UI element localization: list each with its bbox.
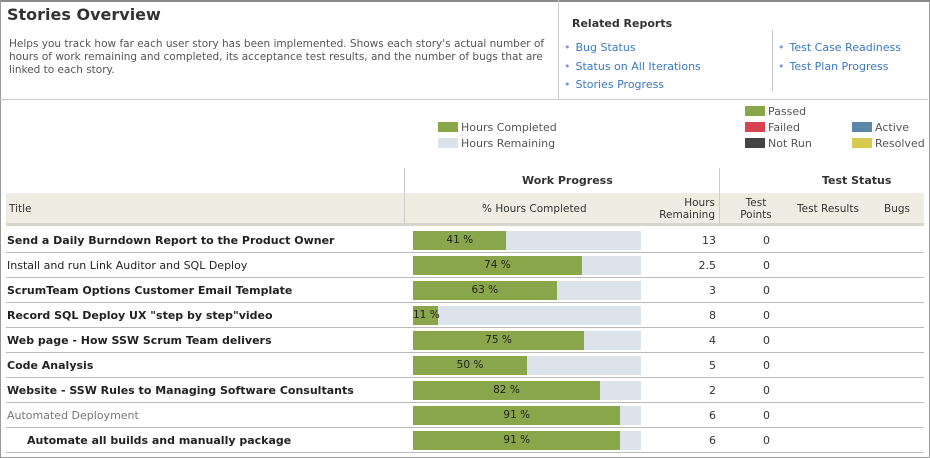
test-points: 0: [763, 259, 770, 272]
hours-remaining-bar: 91 %: [413, 406, 641, 425]
table-row: ScrumTeam Options Customer Email Templat…: [6, 278, 924, 303]
hours-remaining-bar: 74 %: [413, 256, 641, 275]
legend-resolved: Resolved: [852, 137, 925, 150]
story-title[interactable]: Automated Deployment: [7, 409, 139, 422]
divider: [719, 168, 720, 226]
legend-label: Not Run: [768, 137, 812, 150]
hours-remaining: 6: [709, 409, 716, 422]
legend-swatch: [745, 138, 765, 148]
table-row: Web page - How SSW Scrum Team delivers 7…: [6, 328, 924, 353]
hours-remaining: 5: [709, 359, 716, 372]
legend-label: Active: [875, 121, 910, 134]
col-hours-remaining: Hours Remaining: [659, 197, 715, 221]
hours-remaining-bar: 82 %: [413, 381, 641, 400]
table-row: Send a Daily Burndown Report to the Prod…: [6, 228, 924, 253]
legend-swatch: [438, 122, 458, 132]
test-points: 0: [763, 334, 770, 347]
legend-swatch: [745, 122, 765, 132]
test-points: 0: [763, 234, 770, 247]
test-points: 0: [763, 409, 770, 422]
link-stories-progress[interactable]: Stories Progress: [564, 78, 665, 91]
legend-passed: Passed: [745, 105, 806, 118]
story-title[interactable]: Send a Daily Burndown Report to the Prod…: [7, 234, 335, 247]
table-row: Code Analysis 50 % 5 0: [6, 353, 924, 378]
table-row: Record SQL Deploy UX "step by step"video…: [6, 303, 924, 328]
legend-label: Failed: [768, 121, 800, 134]
test-points: 0: [763, 284, 770, 297]
col-title: Title: [9, 203, 32, 215]
hours-remaining-bar: 75 %: [413, 331, 641, 350]
hours-remaining: 4: [709, 334, 716, 347]
column-header-row: Title % Hours Completed Hours Remaining …: [6, 193, 924, 226]
link-bug-status[interactable]: Bug Status: [564, 41, 636, 54]
hours-completed-bar: 41 %: [413, 231, 507, 250]
hours-remaining: 13: [702, 234, 716, 247]
story-title[interactable]: Record SQL Deploy UX "step by step"video: [7, 309, 273, 322]
hours-remaining-bar: 41 %: [413, 231, 641, 250]
hours-remaining: 2.5: [698, 259, 717, 272]
divider: [404, 168, 405, 226]
hours-completed-bar: 74 %: [413, 256, 582, 275]
legend-swatch: [438, 138, 458, 148]
link-status-on-all-iterations[interactable]: Status on All Iterations: [564, 60, 701, 73]
hours-remaining: 3: [709, 284, 716, 297]
legend-hours-remaining: Hours Remaining: [438, 137, 555, 150]
hours-completed-bar: 91 %: [413, 431, 621, 450]
page-title: Stories Overview: [7, 5, 161, 24]
test-points: 0: [763, 434, 770, 447]
test-points: 0: [763, 359, 770, 372]
group-work-progress: Work Progress: [522, 174, 613, 187]
legend-label: Hours Completed: [461, 121, 557, 134]
col-bugs: Bugs: [884, 203, 910, 215]
legend-swatch: [745, 106, 765, 116]
link-test-case-readiness[interactable]: Test Case Readiness: [778, 41, 901, 54]
hours-remaining: 2: [709, 384, 716, 397]
hours-remaining: 6: [709, 434, 716, 447]
table-row: Website - SSW Rules to Managing Software…: [6, 378, 924, 403]
divider: [772, 30, 773, 92]
table-row: Install and run Link Auditor and SQL Dep…: [6, 253, 924, 278]
hours-remaining-bar: 50 %: [413, 356, 641, 375]
hours-remaining-bar: 63 %: [413, 281, 641, 300]
hours-completed-bar: 63 %: [413, 281, 557, 300]
legend-swatch: [852, 138, 872, 148]
table-row: Automate all builds and manually package…: [6, 428, 924, 453]
hours-completed-bar: 11 %: [413, 306, 440, 325]
col-test-results: Test Results: [797, 203, 859, 215]
legend-not-run: Not Run: [745, 137, 812, 150]
hours-remaining-bar: 11 %: [413, 306, 641, 325]
link-test-plan-progress[interactable]: Test Plan Progress: [778, 60, 889, 73]
hours-completed-bar: 91 %: [413, 406, 621, 425]
legend-failed: Failed: [745, 121, 800, 134]
table-row: Automated Deployment 91 % 6 0: [6, 403, 924, 428]
story-title[interactable]: Website - SSW Rules to Managing Software…: [7, 384, 354, 397]
legend-label: Passed: [768, 105, 807, 118]
legend-active: Active: [852, 121, 909, 134]
group-header-row: Work Progress Test Status: [6, 168, 924, 193]
story-title[interactable]: Code Analysis: [7, 359, 94, 372]
legend-label: Resolved: [875, 137, 925, 150]
legend-swatch: [852, 122, 872, 132]
story-title[interactable]: Web page - How SSW Scrum Team delivers: [7, 334, 272, 347]
hours-remaining-bar: 91 %: [413, 431, 641, 450]
col-pct-hours-completed: % Hours Completed: [482, 203, 587, 215]
hours-completed-bar: 82 %: [413, 381, 600, 400]
story-title[interactable]: Automate all builds and manually package: [27, 434, 292, 447]
test-points: 0: [763, 384, 770, 397]
hours-remaining: 8: [709, 309, 716, 322]
hours-completed-bar: 50 %: [413, 356, 527, 375]
legend-label: Hours Remaining: [461, 137, 556, 150]
story-title[interactable]: Install and run Link Auditor and SQL Dep…: [7, 259, 248, 272]
story-title[interactable]: ScrumTeam Options Customer Email Templat…: [7, 284, 293, 297]
related-reports: Related Reports Bug Status Status on All…: [558, 0, 928, 100]
test-points: 0: [763, 309, 770, 322]
report-description: Helps you track how far each user story …: [9, 38, 545, 76]
report-header: Stories Overview Helps you track how far…: [0, 0, 928, 100]
legend-hours-completed: Hours Completed: [438, 121, 557, 134]
hours-completed-bar: 75 %: [413, 331, 584, 350]
group-test-status: Test Status: [822, 174, 892, 187]
col-test-points: Test Points: [740, 197, 772, 221]
related-reports-title: Related Reports: [572, 17, 673, 30]
